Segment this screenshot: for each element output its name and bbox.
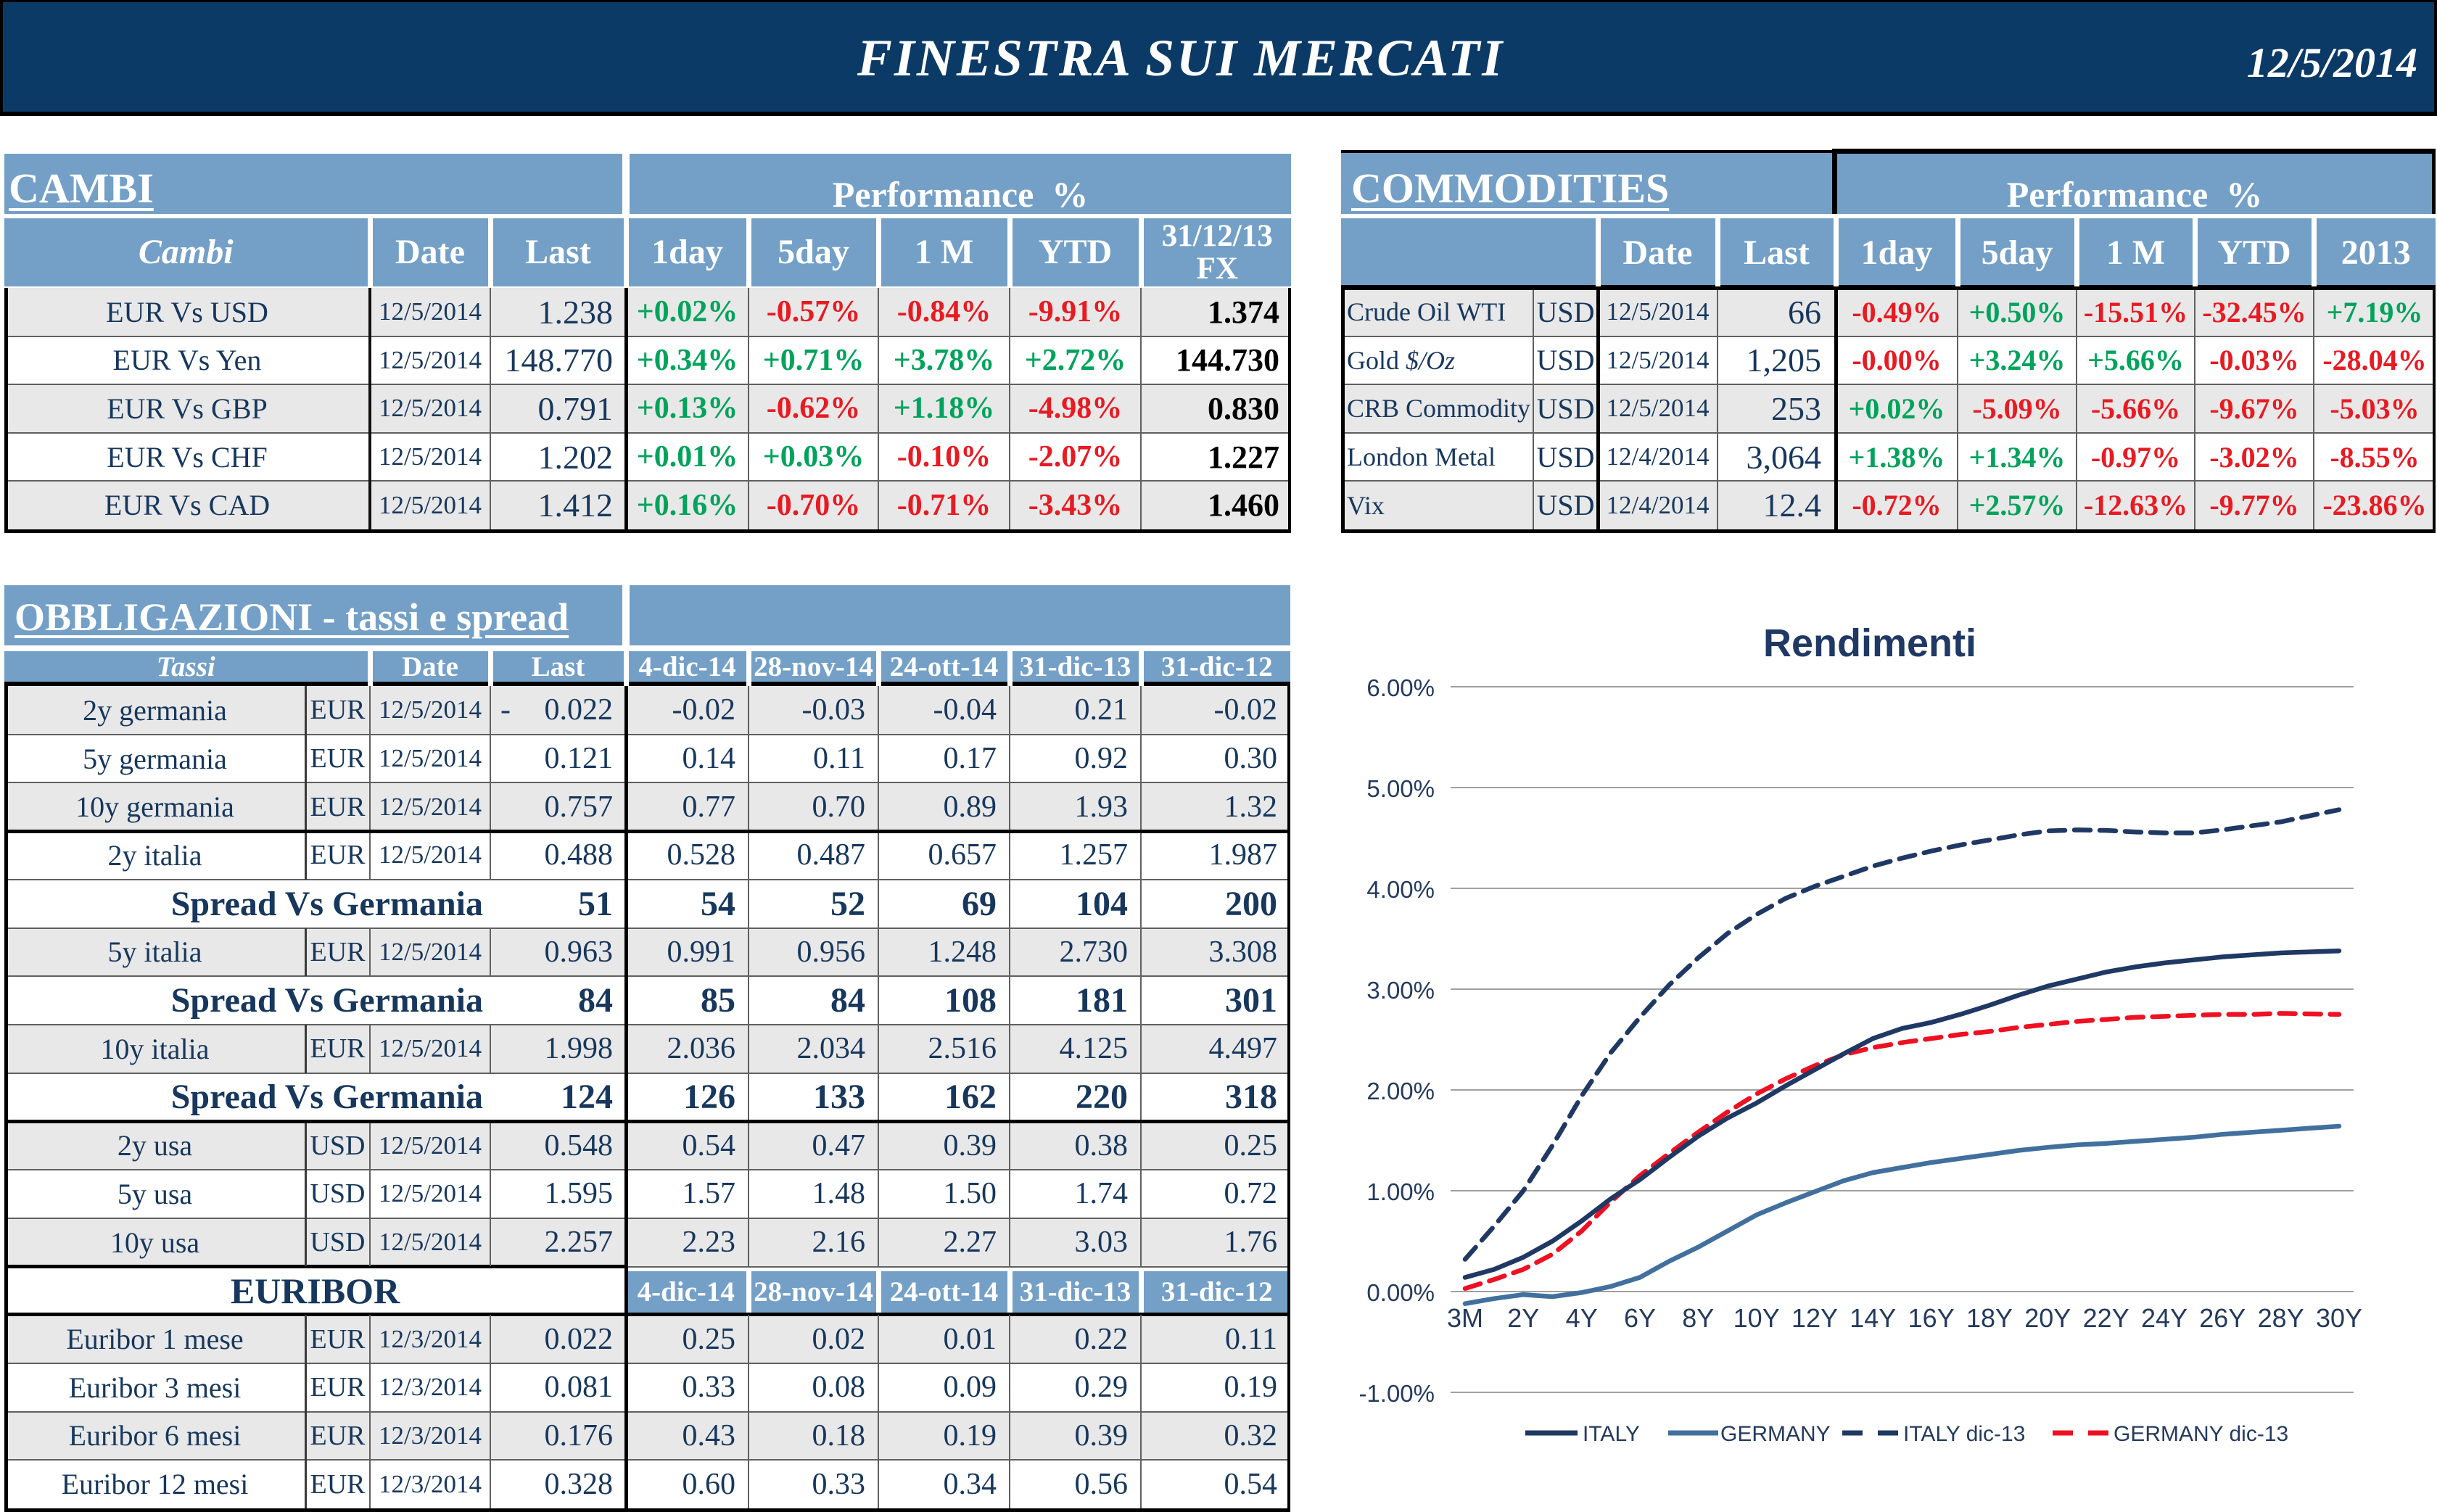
svg-text:8Y: 8Y bbox=[1682, 1303, 1714, 1333]
svg-text:ITALY: ITALY bbox=[1583, 1422, 1640, 1446]
svg-text:3M: 3M bbox=[1447, 1303, 1483, 1333]
svg-text:4.00%: 4.00% bbox=[1366, 876, 1435, 903]
svg-text:0.00%: 0.00% bbox=[1366, 1279, 1435, 1306]
svg-text:16Y: 16Y bbox=[1908, 1303, 1955, 1333]
svg-text:20Y: 20Y bbox=[2024, 1303, 2071, 1333]
svg-text:28Y: 28Y bbox=[2258, 1303, 2304, 1333]
svg-text:5.00%: 5.00% bbox=[1366, 775, 1435, 802]
svg-text:6.00%: 6.00% bbox=[1366, 674, 1435, 701]
svg-text:2.00%: 2.00% bbox=[1366, 1078, 1435, 1104]
svg-text:3.00%: 3.00% bbox=[1366, 977, 1435, 1004]
svg-text:ITALY dic-13: ITALY dic-13 bbox=[1903, 1422, 2025, 1446]
svg-text:18Y: 18Y bbox=[1966, 1303, 2013, 1333]
svg-text:1.00%: 1.00% bbox=[1366, 1178, 1435, 1205]
svg-text:14Y: 14Y bbox=[1850, 1303, 1896, 1333]
svg-text:24Y: 24Y bbox=[2141, 1303, 2187, 1333]
svg-text:4Y: 4Y bbox=[1566, 1303, 1598, 1333]
svg-text:-1.00%: -1.00% bbox=[1358, 1380, 1435, 1407]
svg-text:2Y: 2Y bbox=[1507, 1303, 1539, 1333]
svg-text:Rendimenti: Rendimenti bbox=[1763, 621, 1976, 665]
svg-text:GERMANY: GERMANY bbox=[1720, 1422, 1831, 1446]
svg-text:22Y: 22Y bbox=[2083, 1303, 2129, 1333]
svg-text:26Y: 26Y bbox=[2199, 1303, 2246, 1333]
svg-text:6Y: 6Y bbox=[1624, 1303, 1656, 1333]
svg-text:GERMANY dic-13: GERMANY dic-13 bbox=[2114, 1422, 2288, 1446]
svg-text:10Y: 10Y bbox=[1733, 1303, 1780, 1333]
svg-text:30Y: 30Y bbox=[2316, 1303, 2362, 1333]
svg-text:12Y: 12Y bbox=[1791, 1303, 1838, 1333]
